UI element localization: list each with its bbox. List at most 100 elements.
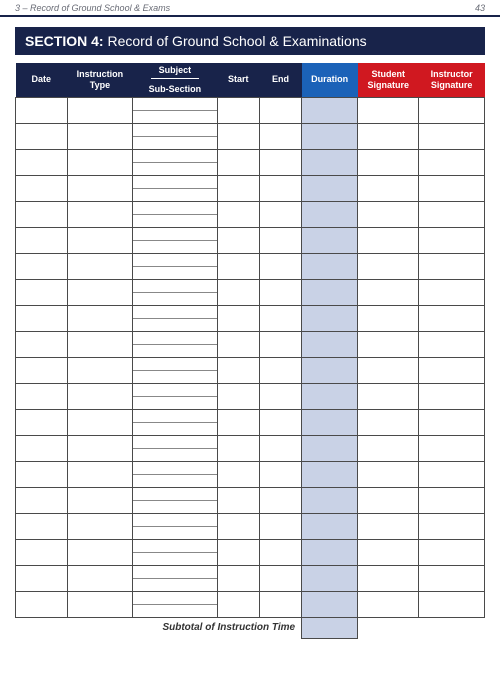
table-cell: [217, 253, 259, 279]
table-row: [16, 331, 485, 357]
table-cell: [259, 539, 301, 565]
table-cell: [16, 357, 68, 383]
table-cell: [67, 435, 133, 461]
table-cell: [259, 383, 301, 409]
table-cell: [133, 383, 217, 409]
table-cell: [133, 175, 217, 201]
table-cell: [217, 357, 259, 383]
table-cell: [358, 513, 419, 539]
table-row: [16, 435, 485, 461]
table-cell: [133, 149, 217, 175]
col-date-label: Date: [32, 74, 52, 84]
record-table: Date Instruction Type Subject Start End …: [15, 63, 485, 639]
table-cell: [259, 461, 301, 487]
table-cell: [358, 279, 419, 305]
table-cell: [67, 539, 133, 565]
table-cell: [259, 409, 301, 435]
table-cell: [259, 227, 301, 253]
table-cell: [133, 435, 217, 461]
table-cell: [67, 279, 133, 305]
table-cell: [217, 123, 259, 149]
table-cell: [67, 513, 133, 539]
table-cell: [133, 227, 217, 253]
subtotal-label: Subtotal of Instruction Time: [16, 617, 302, 638]
table-cell: [259, 201, 301, 227]
table-row: [16, 123, 485, 149]
table-cell: [302, 175, 358, 201]
subtotal-duration-cell: [302, 617, 358, 638]
table-cell: [358, 383, 419, 409]
col-start: Start: [217, 63, 259, 97]
col-subject-label: Subject: [151, 65, 200, 79]
table-cell: [358, 97, 419, 123]
table-row: [16, 305, 485, 331]
table-cell: [217, 409, 259, 435]
table-cell: [419, 435, 485, 461]
table-row: [16, 149, 485, 175]
page-number: 43: [475, 3, 485, 13]
table-cell: [302, 227, 358, 253]
table-cell: [133, 279, 217, 305]
table-cell: [16, 305, 68, 331]
table-cell: [302, 383, 358, 409]
table-cell: [419, 149, 485, 175]
table-cell: [217, 331, 259, 357]
table-cell: [302, 97, 358, 123]
table-cell: [16, 461, 68, 487]
col-subject: Subject: [133, 63, 217, 81]
blank-cell: [419, 617, 485, 638]
table-cell: [419, 513, 485, 539]
table-row: [16, 175, 485, 201]
table-cell: [302, 253, 358, 279]
table-cell: [302, 279, 358, 305]
table-cell: [302, 591, 358, 617]
table-header: Date Instruction Type Subject Start End …: [16, 63, 485, 97]
table-cell: [302, 305, 358, 331]
running-header: 3 – Record of Ground School & Exams 43: [0, 0, 500, 17]
table-cell: [133, 539, 217, 565]
table-cell: [16, 513, 68, 539]
table-cell: [302, 409, 358, 435]
table-cell: [259, 487, 301, 513]
table-cell: [217, 201, 259, 227]
table-cell: [419, 383, 485, 409]
col-date: Date: [16, 63, 68, 97]
table-cell: [259, 435, 301, 461]
table-cell: [217, 487, 259, 513]
table-cell: [16, 435, 68, 461]
col-instructor-l2: Signature: [431, 80, 473, 91]
table-cell: [16, 253, 68, 279]
table-cell: [259, 565, 301, 591]
table-cell: [302, 513, 358, 539]
table-cell: [16, 175, 68, 201]
table-cell: [302, 565, 358, 591]
subtotal-row: Subtotal of Instruction Time: [16, 617, 485, 638]
col-student-signature: Student Signature: [358, 63, 419, 97]
table-cell: [67, 487, 133, 513]
table-row: [16, 461, 485, 487]
table-cell: [419, 227, 485, 253]
table-cell: [67, 227, 133, 253]
table-cell: [302, 461, 358, 487]
table-cell: [217, 305, 259, 331]
table-cell: [133, 487, 217, 513]
table-cell: [259, 305, 301, 331]
table-cell: [67, 253, 133, 279]
table-cell: [358, 227, 419, 253]
table-cell: [358, 565, 419, 591]
table-cell: [16, 539, 68, 565]
col-sub-section-label: Sub-Section: [149, 84, 202, 94]
table-cell: [259, 357, 301, 383]
table-row: [16, 97, 485, 123]
table-cell: [67, 97, 133, 123]
table-cell: [358, 201, 419, 227]
table-cell: [16, 591, 68, 617]
blank-cell: [358, 617, 419, 638]
table-cell: [133, 331, 217, 357]
table-cell: [16, 149, 68, 175]
table-row: [16, 253, 485, 279]
table-cell: [419, 487, 485, 513]
table-row: [16, 513, 485, 539]
table-cell: [419, 305, 485, 331]
table-row: [16, 565, 485, 591]
